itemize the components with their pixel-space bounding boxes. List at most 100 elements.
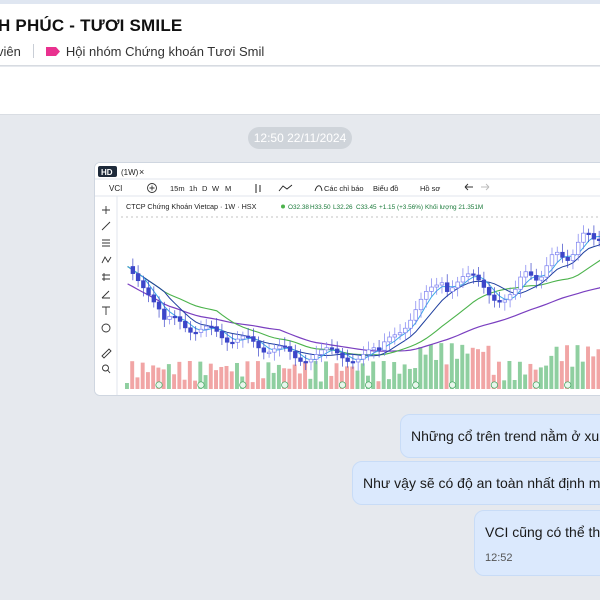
candle-body [497,300,502,303]
volume-bar [449,343,454,389]
candle-body [219,331,225,339]
volume-bar [198,361,203,389]
volume-bar [533,369,538,389]
candle-body [581,232,586,243]
candle-body [345,357,350,362]
volume-bar [208,363,213,389]
chart-tab-close-icon: × [139,167,144,177]
candle-body [445,282,450,292]
event-marker [490,381,498,389]
event-marker [338,381,346,389]
volume-bar [559,361,564,389]
candle-body [502,299,508,303]
message-bubble[interactable]: VCI cũng có thể tha 12:52 [474,510,600,576]
volume-bar [418,347,423,389]
event-marker [564,381,572,389]
volume-bar [507,361,512,389]
message-bubble[interactable]: Như vậy sẽ có độ an toàn nhất định mà [352,461,600,505]
candle-body [303,361,308,364]
group-title[interactable]: H PHÚC - TƯƠI SMILE [0,16,183,35]
legend-dot [281,204,285,209]
candle-body [492,294,497,301]
chart-image-message[interactable]: HD (1W) × VCI 15m 1h D W M Các chỉ báo Biểu … [94,162,600,396]
volume-bar [570,366,575,389]
interval-1h: 1h [189,184,197,193]
candle-body [376,347,382,351]
candle-body [151,294,156,303]
member-count-label[interactable]: viên [0,43,21,59]
line-style-icon [278,184,293,192]
volume-bar [313,361,318,389]
volume-bar [166,364,171,389]
volume-bar [235,362,239,389]
volume-bar [355,370,360,389]
volume-bar [297,373,302,389]
volume-bar [444,364,449,389]
volume-bar [318,381,323,389]
candle-body [565,256,570,261]
candle-body [555,251,560,256]
candle-body [439,282,445,286]
legend-open: O32.38 [288,204,309,211]
volume-bar [544,365,549,389]
volume-bar [407,368,412,389]
volume-bar [371,361,376,389]
volume-bar [549,355,554,389]
candle-body [465,273,471,277]
candle-body [329,347,335,350]
pinned-area [0,67,600,115]
volume-bar [575,345,580,389]
legend-close: C33.45 [356,204,377,211]
volume-bar [397,373,402,389]
candle-body [324,347,329,351]
volume-bar [376,381,381,389]
subline-divider [32,44,34,58]
ruler-icon [101,348,112,359]
add-circle-icon [147,183,157,193]
volume-bar [282,368,287,389]
candle-body [188,327,193,333]
candle-body [224,337,230,343]
volume-bar [523,374,528,389]
volume-bar [345,366,349,389]
candle-body [235,338,240,343]
candle-body [513,288,518,296]
interval-D: D [202,184,208,193]
candle-body [392,334,397,338]
volume-bar [428,344,433,389]
message-bubble[interactable]: Những cổ trên trend nằm ở xu h [400,414,600,458]
interval-15m: 15m [170,184,185,193]
candle-body [141,280,146,289]
volume-bar [423,354,428,389]
candle-body [544,265,549,278]
volume-bar [502,380,507,389]
volume-bar [292,364,297,389]
volume-bar [413,368,418,389]
volume-bar [229,371,234,389]
chat-header: H PHÚC - TƯƠI SMILE viên Hội nhóm Chứng … [0,4,600,66]
label-tag-icon [45,46,60,56]
event-marker [155,381,163,389]
volume-bar [465,353,470,389]
volume-bar [250,382,255,389]
brush-icon [101,290,110,299]
volume-bar [224,365,229,389]
candle-body [193,331,198,335]
candle-body [576,241,581,255]
volume-bar [130,361,135,389]
pattern-icon [101,256,112,264]
message-text: VCI cũng có thể tha [485,524,600,540]
legend-title: CTCP Chứng Khoán Vietcap · 1W · HSX [126,202,257,211]
candle-body [230,341,235,345]
candle-body [308,358,314,363]
volume-bar [591,356,596,389]
event-marker [412,381,420,389]
volume-bar [486,345,491,389]
volume-bar [276,364,281,389]
candle-body [245,335,251,338]
volume-bar [455,358,459,389]
candle-body [172,315,177,319]
candle-body [413,309,418,321]
community-label[interactable]: Hội nhóm Chứng khoán Tươi Smil [65,43,265,59]
candle-body [319,349,324,355]
